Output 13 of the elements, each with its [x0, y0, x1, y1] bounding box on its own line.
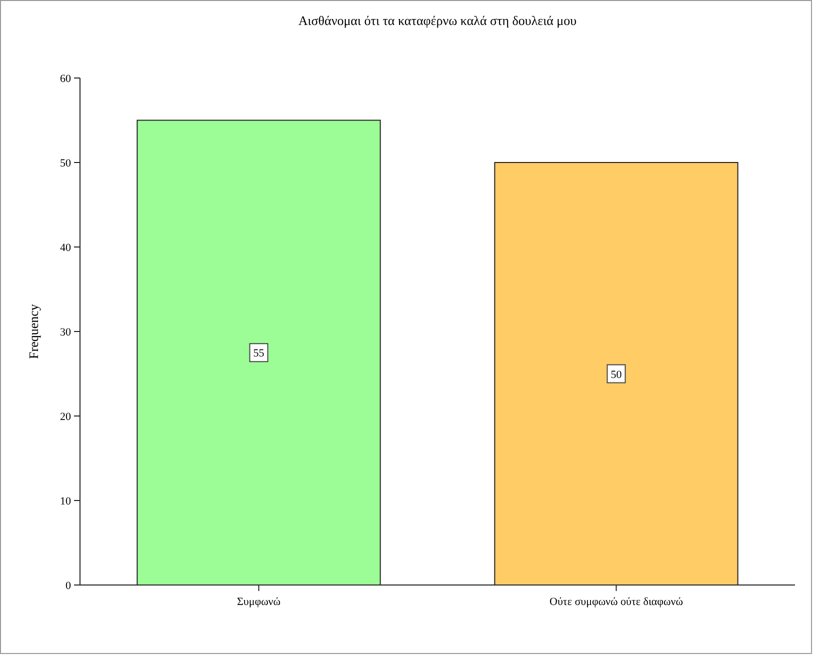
- x-tick-label: Συμφωνώ: [236, 596, 281, 608]
- data-label: 55: [253, 348, 265, 360]
- y-tick-label: 20: [60, 411, 72, 423]
- y-tick-label: 60: [60, 73, 72, 85]
- y-tick-label: 40: [60, 242, 72, 254]
- y-tick-label: 50: [60, 158, 72, 170]
- y-tick-label: 0: [66, 580, 72, 592]
- data-label: 50: [610, 368, 622, 381]
- y-tick-label: 30: [60, 326, 72, 338]
- chart-title: Αισθάνομαι ότι τα καταφέρνω καλά στη δουλειά μου: [298, 13, 577, 28]
- x-tick-label: Ούτε συμφωνώ ούτε διαφωνώ: [550, 596, 683, 608]
- y-tick-label: 10: [60, 496, 72, 508]
- y-axis-title: Frequency: [26, 304, 41, 359]
